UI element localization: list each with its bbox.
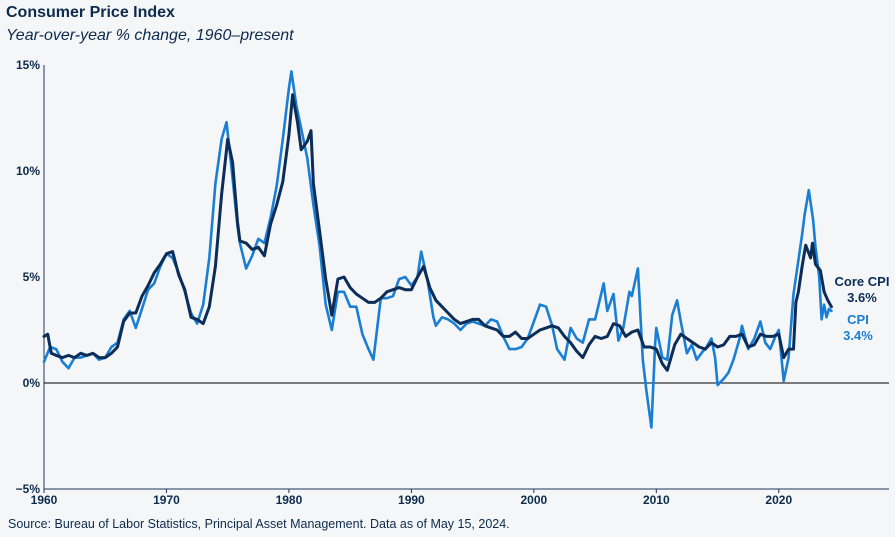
x-tick-label: 1970: [153, 493, 180, 507]
y-tick-label: −5%: [16, 482, 41, 496]
chart-title: Consumer Price Index: [6, 4, 175, 21]
source-note: Source: Bureau of Labor Statistics, Prin…: [8, 517, 510, 531]
x-tick-label: 1980: [276, 493, 303, 507]
end-label-name: CPI: [847, 312, 869, 327]
end-label-name: Core CPI: [835, 274, 890, 289]
end-label-value: 3.4%: [843, 328, 873, 343]
y-tick-label: 0%: [23, 376, 41, 390]
y-tick-label: 5%: [23, 270, 41, 284]
end-label-value: 3.6%: [847, 290, 877, 305]
x-tick-label: 2000: [521, 493, 548, 507]
x-tick-label: 1960: [31, 493, 58, 507]
y-tick-label: 15%: [16, 58, 40, 72]
series-line-cpi: [42, 70, 833, 429]
x-tick-label: 1990: [398, 493, 425, 507]
y-tick-label: 10%: [16, 164, 40, 178]
chart-subtitle: Year-over-year % change, 1960–present: [6, 27, 294, 44]
series-line-core-cpi: [42, 93, 833, 372]
x-tick-label: 2020: [765, 493, 792, 507]
x-tick-label: 2010: [643, 493, 670, 507]
